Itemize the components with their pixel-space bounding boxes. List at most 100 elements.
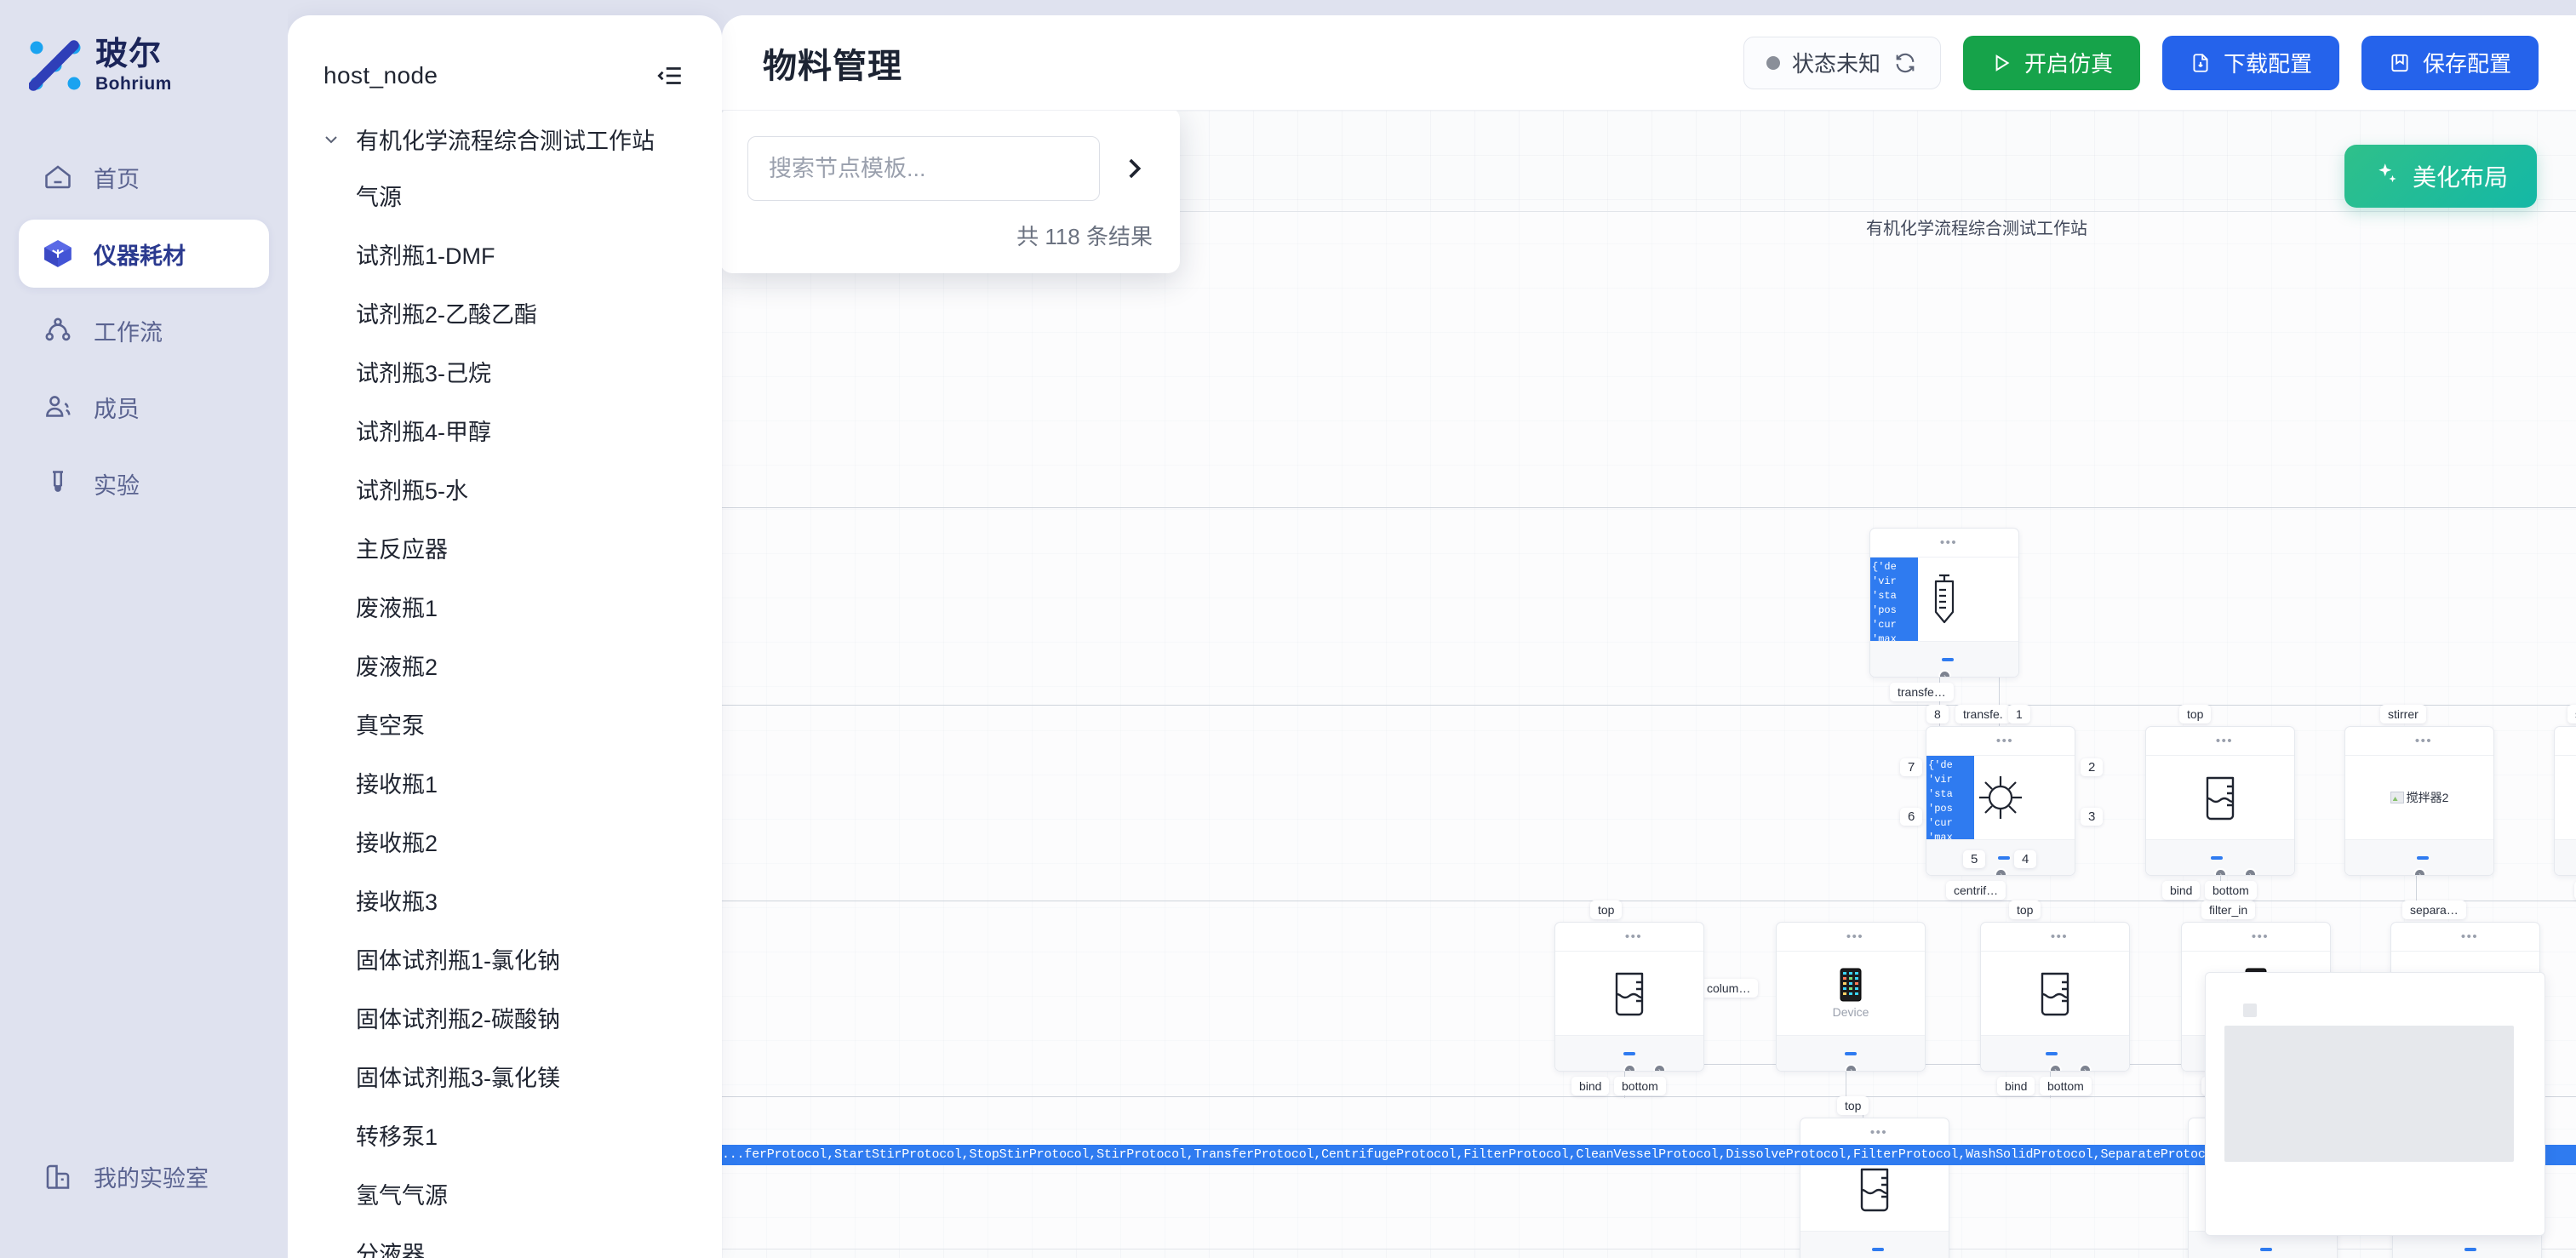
node-output-label[interactable]: centrif… (1946, 881, 2006, 900)
flow-node[interactable]: ••• › › (1554, 922, 1704, 1072)
node-menu-icon[interactable]: ••• (2251, 929, 2270, 944)
node-header[interactable]: ••• (1777, 923, 1925, 952)
sidebar-item-my-lab[interactable]: 我的实验室 (19, 1142, 269, 1210)
node-header[interactable]: ••• (1800, 1118, 1949, 1147)
tree-leaf-item[interactable]: 氢气气源 (356, 1183, 448, 1209)
node-port[interactable]: › (1623, 1064, 1637, 1071)
tree-leaf-item[interactable]: 固体试剂瓶2-碳酸钠 (356, 1007, 561, 1032)
beautify-layout-button[interactable]: 美化布局 (2344, 145, 2537, 208)
flow-node[interactable]: ••• 搅拌器2 › (2344, 726, 2494, 876)
node-header[interactable]: ••• (2146, 727, 2294, 756)
node-port[interactable]: › (1938, 670, 1952, 677)
tree-leaf-item[interactable]: 废液瓶2 (356, 655, 438, 680)
valve-port-number[interactable]: 5 (1963, 850, 1986, 868)
node-header[interactable]: ••• (2182, 923, 2330, 952)
node-menu-icon[interactable]: ••• (1869, 1124, 1888, 1140)
node-menu-icon[interactable]: ••• (2414, 733, 2433, 748)
node-header[interactable]: ••• (1870, 529, 2018, 558)
tree-leaf-item[interactable]: 转移泵1 (356, 1124, 438, 1150)
node-bind-label[interactable]: bottom (1614, 1077, 1666, 1095)
node-header[interactable]: ••• (1555, 923, 1703, 952)
tree-leaf-item[interactable]: 废液瓶1 (356, 596, 438, 621)
tree-leaf-item[interactable]: 试剂瓶4-甲醇 (356, 420, 492, 445)
node-header[interactable]: ••• (1926, 727, 2075, 756)
tree-list[interactable]: 有机化学流程综合测试工作站 气源试剂瓶1-DMF 试剂瓶2-乙酸乙酯 试剂瓶3-己烷… (288, 107, 722, 1258)
node-port[interactable]: › (1995, 868, 2008, 875)
valve-port-number[interactable]: 4 (2014, 850, 2037, 868)
search-input[interactable] (747, 136, 1100, 201)
node-port[interactable]: › (2214, 868, 2228, 875)
save-config-button[interactable]: 保存配置 (2361, 35, 2539, 90)
sidebar-item-members[interactable]: 成员 (19, 373, 269, 441)
minimap-viewport[interactable] (2224, 1026, 2514, 1162)
node-header[interactable]: ••• (1981, 923, 2129, 952)
node-menu-icon[interactable]: ••• (2460, 929, 2479, 944)
node-header[interactable]: ••• (2345, 727, 2493, 756)
node-bind-label[interactable]: bottom (2040, 1077, 2092, 1095)
flow-node[interactable]: ••• Device › (1776, 922, 1926, 1072)
flow-edge (722, 705, 2576, 706)
edge-label: top (2179, 705, 2212, 723)
minimap[interactable] (2205, 972, 2545, 1236)
tree-leaf-item[interactable]: 试剂瓶2-乙酸乙酯 (356, 302, 538, 328)
node-output-label[interactable]: transfe… (1890, 683, 1954, 701)
tree-leaf-item[interactable]: 试剂瓶3-己烷 (356, 361, 492, 386)
node-port[interactable]: › (1845, 1064, 1858, 1071)
node-bind-label[interactable]: bottom (2205, 881, 2257, 900)
flow-node[interactable]: ••• {'de 'vir 'sta 'pos 'cur 'max 'max 12… (1869, 528, 2019, 678)
tree-leaf-item[interactable]: 接收瓶3 (356, 889, 438, 915)
node-bind-label[interactable]: bind (1571, 1077, 1610, 1095)
tree-leaf-item[interactable]: 真空泵 (356, 713, 425, 739)
edge-label: top (1837, 1096, 1869, 1115)
flow-node[interactable]: •••›› (1800, 1118, 1949, 1258)
download-config-button[interactable]: 下载配置 (2161, 35, 2339, 90)
valve-port-number[interactable]: 2 (2081, 758, 2104, 776)
node-bind-label[interactable]: bind (1997, 1077, 2035, 1095)
node-header[interactable]: ••• (2555, 727, 2576, 756)
tree-leaf-item[interactable]: 接收瓶2 (356, 831, 438, 856)
sidebar-item-home[interactable]: 首页 (19, 143, 269, 211)
sidebar-item-experiments[interactable]: 实验 (19, 449, 269, 517)
node-prop-value (2417, 855, 2429, 860)
edge-label: top (1590, 901, 1623, 919)
status-badge[interactable]: 状态未知 (1743, 36, 1941, 89)
tree-leaf-item[interactable]: 固体试剂瓶3-氯化镁 (356, 1066, 561, 1091)
sidebar-item-instruments[interactable]: 仪器耗材 (19, 220, 269, 288)
flow-node[interactable]: •••旋转蒸发仪› (2554, 726, 2576, 876)
tree-leaf-item[interactable]: 试剂瓶5-水 (356, 478, 469, 504)
node-menu-icon[interactable]: ••• (1939, 535, 1958, 550)
start-simulation-button[interactable]: 开启仿真 (1962, 35, 2140, 90)
chevron-down-icon[interactable] (320, 129, 342, 151)
flow-node[interactable]: ••• › › (1980, 922, 2130, 1072)
tree-leaf-item[interactable]: 主反应器 (356, 537, 448, 563)
tree-leaf-item[interactable]: 试剂瓶1-DMF (356, 243, 495, 269)
node-bind-label[interactable]: bind (2162, 881, 2201, 900)
sidebar-item-workflow[interactable]: 工作流 (19, 296, 269, 364)
collapse-panel-icon[interactable] (654, 60, 686, 92)
tree-leaf-item[interactable]: 气源 (356, 185, 402, 210)
tree-leaf-item[interactable]: 固体试剂瓶1-氯化钠 (356, 948, 561, 974)
node-port[interactable]: › (2078, 1064, 2092, 1071)
tree-leaf-item[interactable]: 接收瓶1 (356, 772, 438, 798)
node-menu-icon[interactable]: ••• (2050, 929, 2069, 944)
node-port[interactable]: › (2243, 868, 2257, 875)
node-menu-icon[interactable]: ••• (2215, 733, 2234, 748)
node-output-label[interactable]: produc… (2574, 881, 2576, 900)
refresh-icon[interactable] (1892, 50, 1918, 76)
valve-port-number[interactable]: 7 (1900, 758, 1923, 776)
flow-node[interactable]: ••• › › (2145, 726, 2295, 876)
tree-leaf-item[interactable]: 分液器 (356, 1242, 425, 1258)
tree-root-item[interactable]: 有机化学流程综合测试工作站 (288, 112, 722, 166)
flow-node[interactable]: ••• {'de 'vir 'sta 'pos 'cur 'max 'max 12… (1926, 726, 2075, 876)
node-menu-icon[interactable]: ••• (1846, 929, 1864, 944)
node-header[interactable]: ••• (2391, 923, 2539, 952)
flow-canvas[interactable]: 有机化学流程综合测试工作站 transfe.in818transfe.1tops… (722, 111, 2576, 1258)
valve-port-number[interactable]: 6 (1900, 808, 1923, 826)
valve-port-number[interactable]: 3 (2081, 808, 2104, 826)
node-menu-icon[interactable]: ••• (1995, 733, 2014, 748)
chevron-right-icon[interactable] (1115, 150, 1153, 187)
node-port[interactable]: › (2049, 1064, 2063, 1071)
node-menu-icon[interactable]: ••• (1624, 929, 1643, 944)
node-port[interactable]: › (2413, 868, 2427, 875)
node-port[interactable]: › (1652, 1064, 1666, 1071)
